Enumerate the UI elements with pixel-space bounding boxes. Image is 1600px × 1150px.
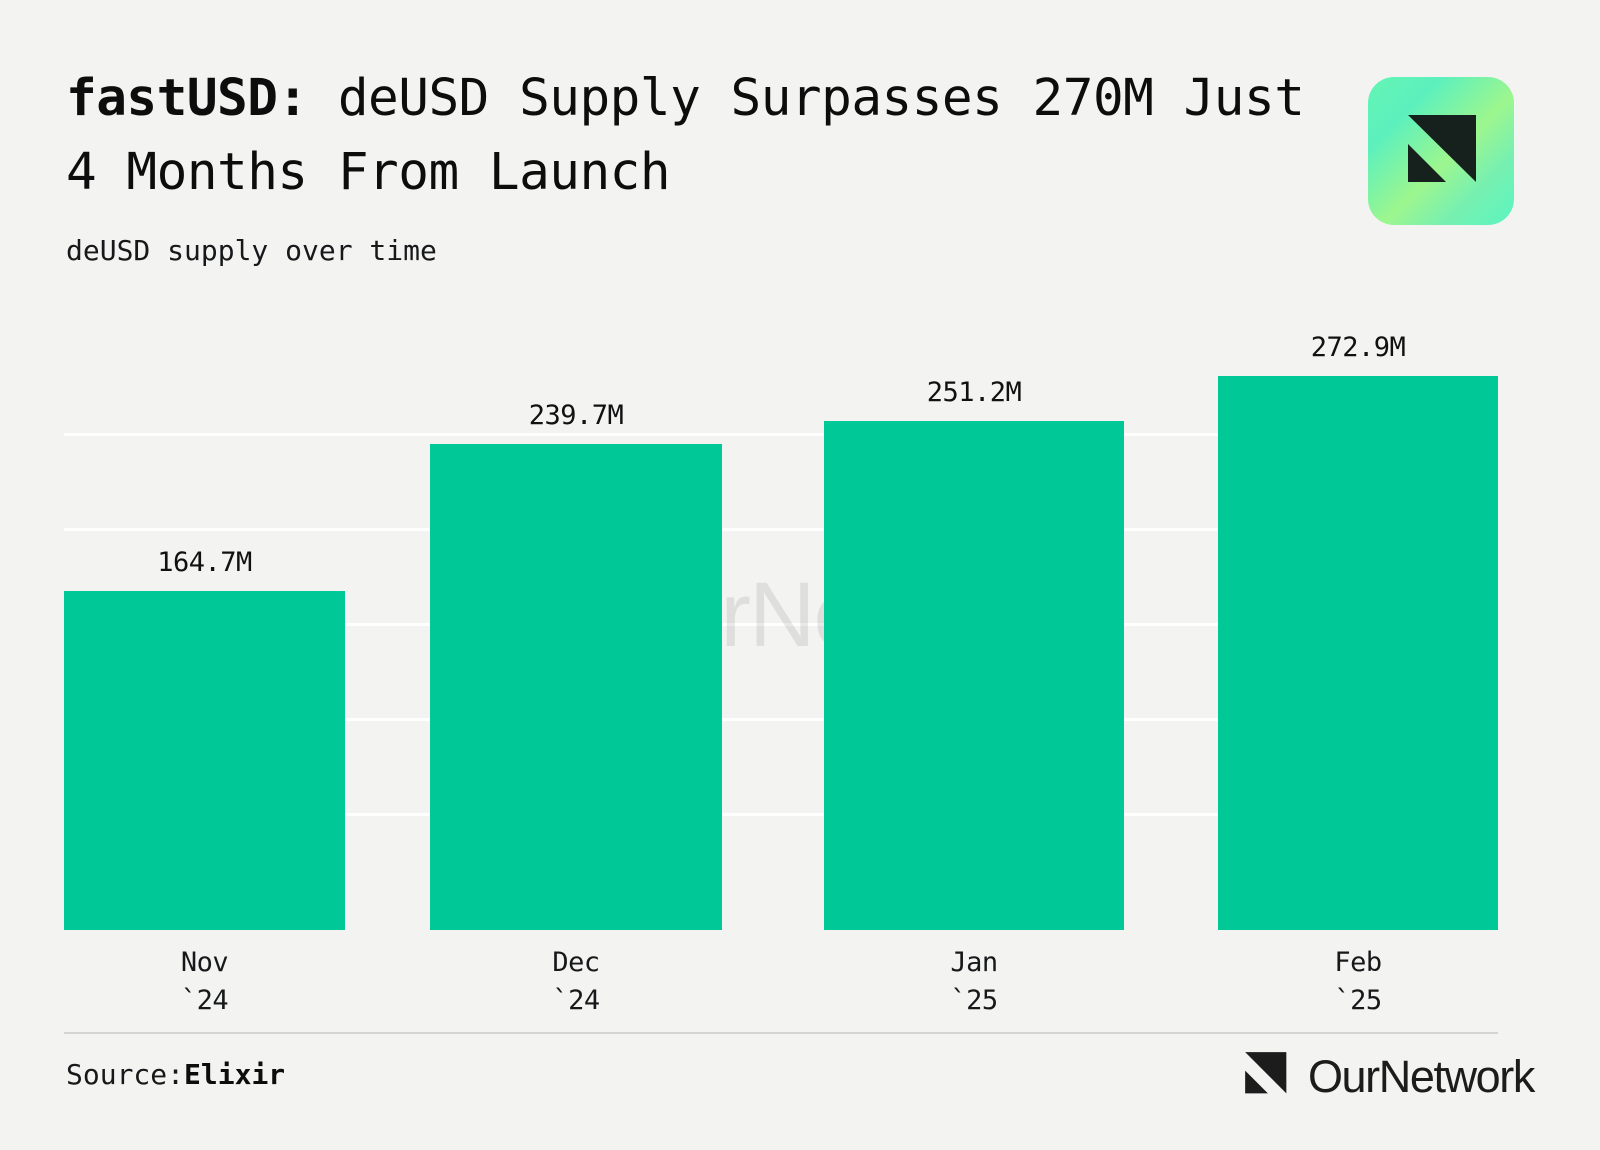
- page-subtitle: deUSD supply over time: [66, 234, 437, 267]
- page-title-highlight: fastUSD:: [66, 69, 308, 128]
- x-axis: Nov `24 Dec `24 Jan `25 Feb `25: [64, 930, 1498, 1040]
- bar-group-jan[interactable]: 251.2M: [824, 300, 1124, 930]
- footer-logo: OurNetwork: [1243, 1050, 1535, 1102]
- footer-logo-text: OurNetwork: [1307, 1050, 1535, 1102]
- x-axis-tick-dec: Dec `24: [430, 944, 722, 1020]
- footer-divider: [64, 1032, 1498, 1034]
- x-axis-tick-month: Feb: [1334, 947, 1382, 978]
- x-axis-tick-month: Dec: [552, 947, 600, 978]
- x-axis-tick-month: Jan: [950, 947, 998, 978]
- bar-series: 164.7M 239.7M 251.2M 272.9M: [64, 300, 1498, 930]
- x-axis-tick-month: Nov: [180, 947, 229, 978]
- source-value: Elixir: [184, 1058, 286, 1091]
- bar-group-feb[interactable]: 272.9M: [1218, 300, 1498, 930]
- header: fastUSD: deUSD Supply Surpasses 270M Jus…: [66, 62, 1534, 272]
- bar-nov[interactable]: [64, 591, 345, 930]
- x-axis-tick-year: `25: [1334, 985, 1382, 1016]
- bar-chart: OurNetwork 164.7M 239.7M 251.2M: [64, 300, 1498, 1016]
- bar-dec[interactable]: [430, 444, 722, 930]
- bar-value-label-feb: 272.9M: [1310, 332, 1406, 363]
- page-title: fastUSD: deUSD Supply Surpasses 270M Jus…: [66, 62, 1336, 210]
- ournetwork-mark-icon: [1245, 1052, 1287, 1094]
- source-label: Source:: [66, 1058, 185, 1091]
- bar-jan[interactable]: [824, 421, 1124, 930]
- bar-value-label-dec: 239.7M: [528, 400, 624, 431]
- bar-group-dec[interactable]: 239.7M: [430, 300, 722, 930]
- x-axis-tick-jan: Jan `25: [824, 944, 1124, 1020]
- page-title-rest: deUSD Supply Surpasses 270M Just 4 Month…: [66, 69, 1335, 202]
- chart-plot-area: OurNetwork 164.7M 239.7M 251.2M: [64, 300, 1498, 930]
- bar-feb[interactable]: [1218, 376, 1498, 930]
- x-axis-tick-year: `24: [552, 985, 600, 1016]
- x-axis-tick-nov: Nov `24: [64, 944, 345, 1020]
- bar-value-label-jan: 251.2M: [926, 377, 1022, 408]
- x-axis-tick-year: `25: [950, 985, 998, 1016]
- x-axis-tick-year: `24: [180, 985, 229, 1016]
- x-axis-tick-feb: Feb `25: [1218, 944, 1498, 1020]
- bar-group-nov[interactable]: 164.7M: [64, 300, 345, 930]
- ournetwork-logo-icon: [1368, 77, 1514, 225]
- source-attribution: Source: Elixir: [66, 1055, 285, 1095]
- bar-value-label-nov: 164.7M: [157, 547, 252, 578]
